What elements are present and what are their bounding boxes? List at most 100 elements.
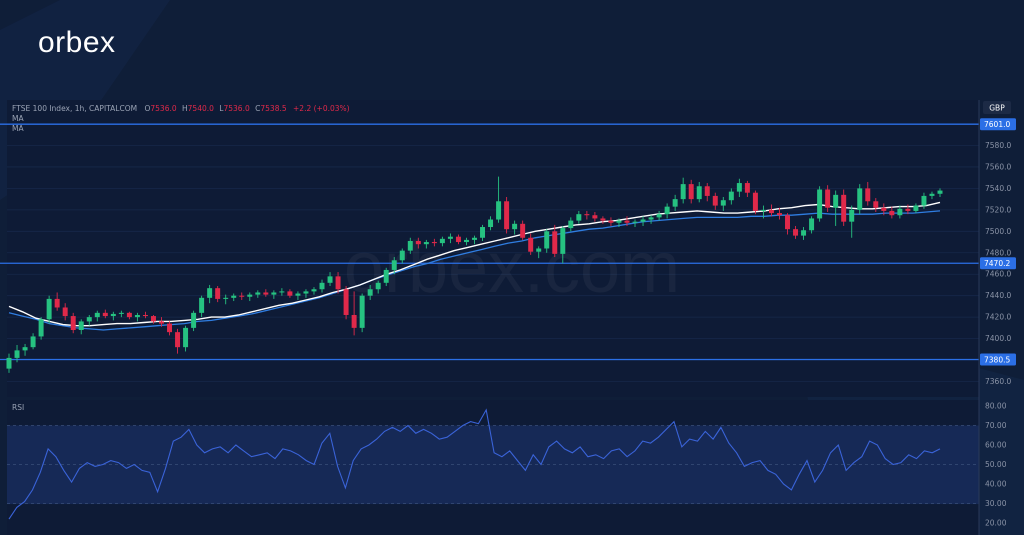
candle (431, 238, 437, 247)
price-tick-label: 7360.0 (985, 377, 1011, 386)
change-value: +2.2 (+0.03%) (293, 104, 350, 113)
candle-body (287, 291, 293, 296)
candle-body (207, 288, 213, 298)
candle-body (656, 214, 662, 218)
ma-legend-1[interactable]: MA (12, 114, 24, 123)
candle-body (905, 208, 911, 211)
candle-body (809, 218, 815, 231)
price-tick-label: 7500.0 (985, 227, 1011, 236)
candle (720, 196, 726, 211)
rsi-legend[interactable]: RSI (12, 403, 24, 412)
candle-body (439, 238, 445, 244)
candle-body (38, 319, 44, 337)
candle-body (857, 188, 863, 210)
currency-box[interactable] (983, 101, 1011, 114)
candle-body (118, 312, 124, 314)
candle (488, 216, 494, 231)
candle (560, 225, 566, 264)
candle-body (134, 314, 140, 318)
candle-body (785, 215, 790, 230)
candle (841, 189, 847, 226)
level-tag-label: 7601.0 (984, 120, 1010, 129)
candle (279, 288, 285, 296)
candle (696, 181, 702, 203)
moving-averages (8, 201, 941, 331)
level-tags: 7601.0 7470.2 7380.5 (980, 118, 1016, 366)
close-value: 7538.5 (260, 104, 286, 113)
rsi-axis: 20.00 30.00 40.00 50.00 60.00 70.00 80.00 (985, 402, 1007, 528)
candle-body (327, 276, 333, 283)
level-tag: 7601.0 (980, 118, 1016, 131)
candle-body (263, 292, 269, 295)
candle (552, 224, 558, 258)
candle-body (801, 230, 807, 236)
rsi-tick-label: 60.00 (985, 441, 1007, 450)
candle-body (793, 229, 799, 236)
candle-body (712, 195, 718, 206)
candle-body (54, 298, 60, 308)
open-label: O (144, 104, 150, 113)
candle (102, 309, 108, 319)
price-pane (7, 100, 979, 397)
candle (728, 188, 734, 205)
level-tag: 7470.2 (980, 257, 1016, 270)
rsi-line (8, 408, 941, 520)
candle-body (311, 289, 317, 292)
candle-body (303, 291, 309, 294)
candle (6, 353, 12, 373)
candle-body (616, 220, 622, 223)
ma-slow-line (8, 210, 941, 331)
candle (825, 185, 831, 213)
candle-body (423, 242, 429, 245)
candle (38, 317, 44, 340)
candle-body (247, 294, 253, 297)
candle (640, 216, 646, 226)
candle (768, 204, 774, 217)
candle-body (672, 199, 678, 207)
candle (881, 203, 887, 216)
level-tag-label: 7470.2 (984, 259, 1010, 268)
candle-body (760, 209, 766, 211)
candle-body (584, 214, 590, 216)
candle-body (255, 292, 261, 295)
candle (78, 319, 84, 335)
candle (712, 192, 718, 210)
candle (14, 345, 20, 363)
candle-body (391, 260, 397, 270)
candle (937, 188, 943, 197)
candle-body (279, 291, 285, 293)
candle-body (600, 218, 606, 221)
candle (447, 233, 453, 244)
candle-body (520, 223, 526, 238)
candle (809, 216, 815, 234)
candle-body (199, 297, 205, 313)
candle (118, 310, 124, 318)
candle-body (399, 250, 405, 261)
ohlc-legend: FTSE 100 Index, 1h, CAPITALCOM O7536.0 H… (12, 104, 350, 113)
candle (319, 279, 325, 293)
candle (375, 280, 381, 294)
ma-legend-2[interactable]: MA (12, 124, 24, 133)
candle (608, 217, 614, 226)
candle (287, 289, 293, 298)
rsi-threshold-lines (7, 425, 979, 504)
candle (231, 293, 237, 302)
candle (801, 227, 807, 240)
candle-body (825, 189, 831, 208)
candle (463, 237, 469, 246)
candle-body (239, 295, 245, 297)
candle (929, 191, 935, 200)
level-tag-box (980, 257, 1016, 270)
candle (46, 295, 52, 324)
candle (343, 286, 349, 320)
candle (199, 295, 205, 318)
candle (183, 325, 189, 352)
candle-body (472, 237, 477, 240)
candle-body (768, 209, 774, 214)
candle (255, 290, 261, 298)
candle (303, 289, 309, 298)
candle-body (512, 223, 518, 230)
candle (175, 328, 181, 354)
candle (793, 225, 799, 239)
